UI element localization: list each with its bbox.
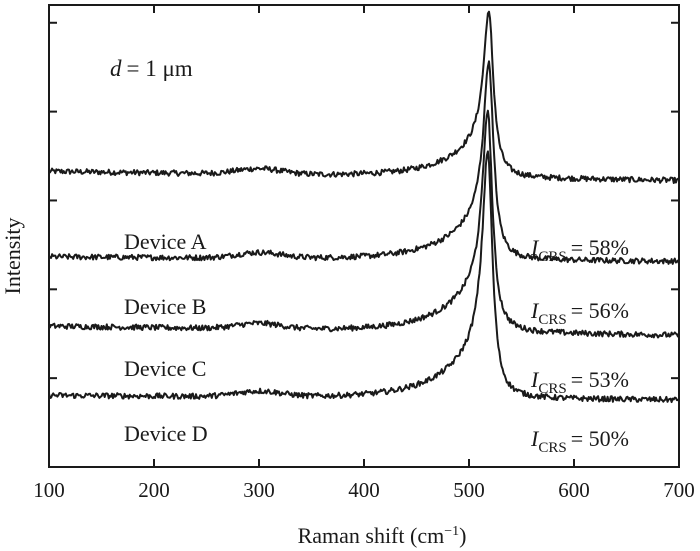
- series-label: Device C: [124, 356, 206, 381]
- series-label: Device D: [124, 421, 208, 446]
- x-tick-label: 500: [453, 478, 485, 502]
- x-tick-label: 300: [243, 478, 275, 502]
- x-tick-label: 600: [558, 478, 590, 502]
- series-labels: Device A ICRS = 58% Device B ICRS = 56% Device…: [124, 229, 629, 456]
- x-tick-label: 400: [348, 478, 380, 502]
- y-axis-label: Intensity: [0, 218, 25, 295]
- series-line-device-c: [48, 109, 680, 339]
- icrs-label: ICRS = 50%: [530, 426, 629, 456]
- series-line-device-a: [48, 10, 680, 184]
- series-line-device-b: [48, 60, 680, 265]
- ticks-layer: 100 200 300 400 500 600 700: [33, 5, 695, 502]
- icrs-label: ICRS = 53%: [530, 367, 629, 397]
- series-label: Device B: [124, 294, 206, 319]
- icrs-label: ICRS = 58%: [530, 235, 629, 265]
- series-line-device-d: [48, 150, 680, 404]
- icrs-label: ICRS = 56%: [530, 298, 629, 328]
- d-annotation: d = 1 μm: [110, 56, 193, 81]
- x-tick-label: 200: [138, 478, 170, 502]
- x-tick-label: 700: [663, 478, 695, 502]
- series-label: Device A: [124, 229, 207, 254]
- x-tick-label: 100: [33, 478, 65, 502]
- x-axis-label: Raman shift (cm−1): [298, 523, 467, 548]
- series-layer: [48, 10, 680, 404]
